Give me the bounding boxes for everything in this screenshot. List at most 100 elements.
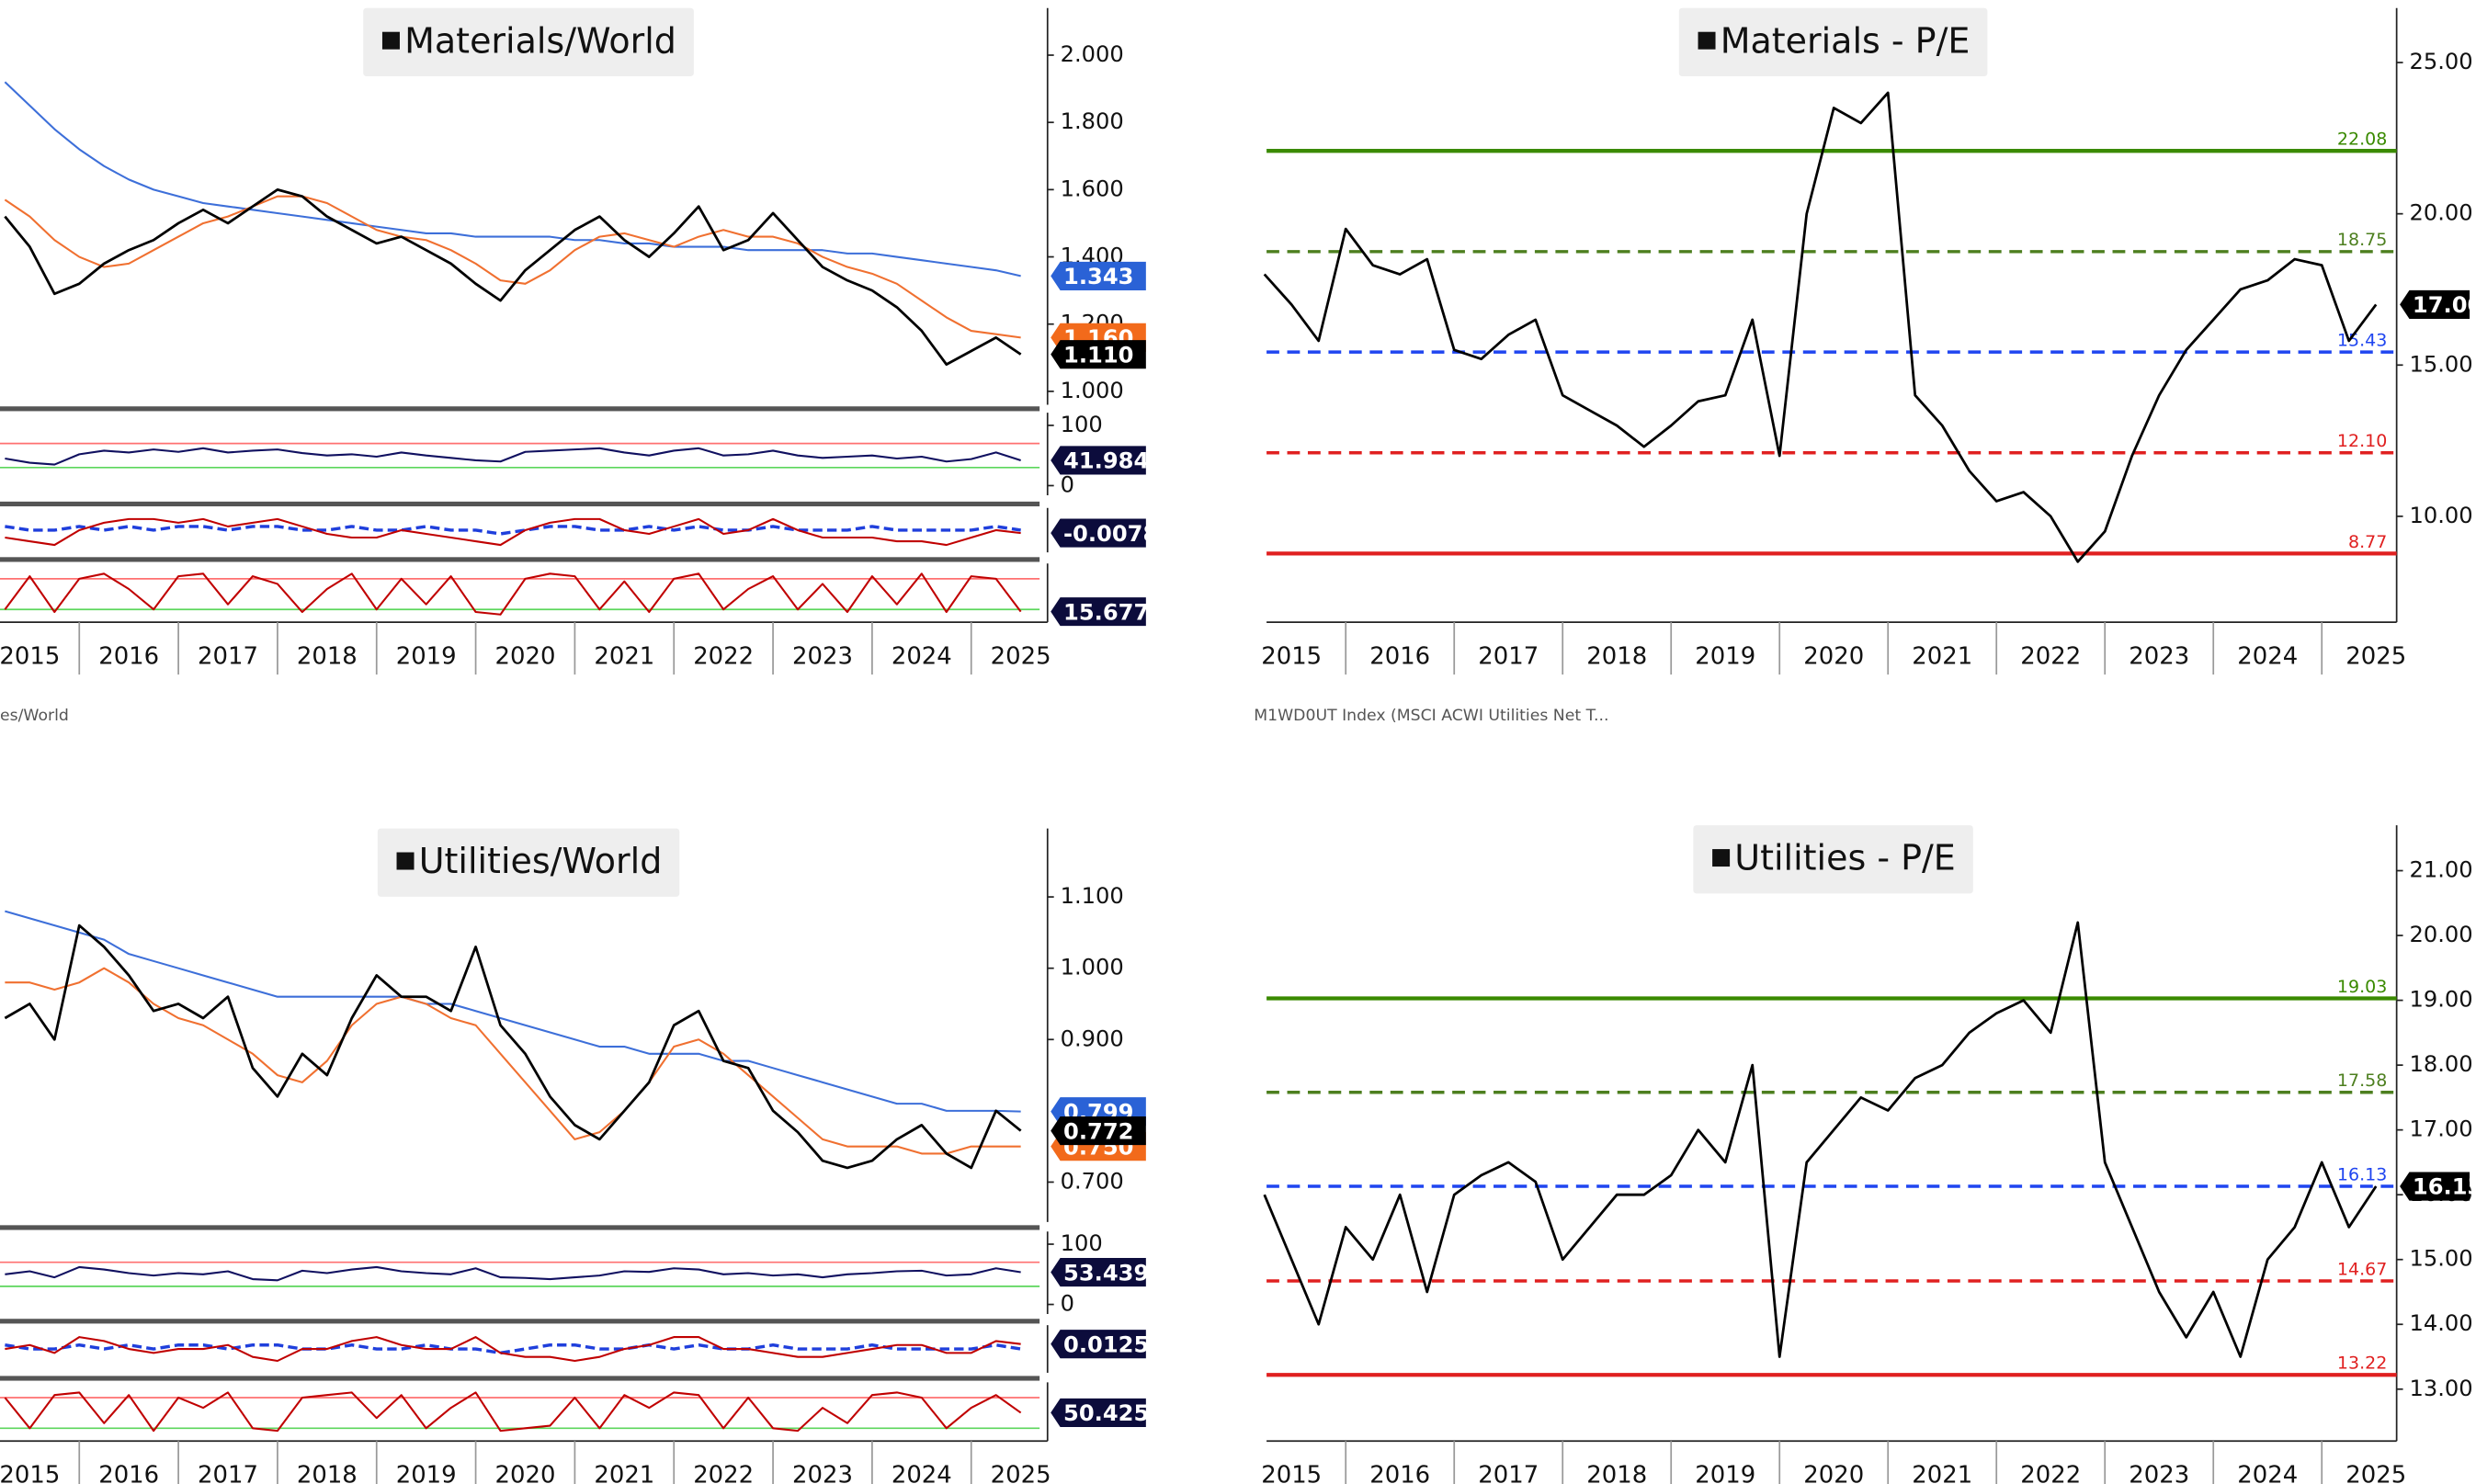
- chart-title: Utilities/World: [419, 841, 663, 881]
- x-tick-label: 2018: [297, 1462, 358, 1484]
- panel-separator: [0, 1225, 1040, 1230]
- x-tick-label: 2023: [792, 1462, 853, 1484]
- x-tick-label: 2020: [495, 1462, 556, 1484]
- y-tick-label: 1.000: [1061, 955, 1124, 980]
- reference-label: 8.77: [2348, 532, 2387, 552]
- chart-title: Materials/World: [404, 20, 676, 61]
- panel-separator: [0, 1376, 1040, 1381]
- x-tick-label: 2020: [1803, 643, 1864, 671]
- series-line: [5, 967, 1021, 1155]
- x-tick-label: 2022: [693, 1462, 754, 1484]
- value-badge: [1051, 518, 1146, 548]
- series-line: [5, 1265, 1021, 1282]
- x-tick-label: 2015: [1261, 643, 1322, 671]
- x-tick-label: 2021: [594, 643, 654, 671]
- x-tick-label: 2025: [2345, 643, 2406, 671]
- x-tick-label: 2016: [98, 1462, 159, 1484]
- x-tick-label: 2022: [2020, 643, 2081, 671]
- x-tick-label: 2021: [1912, 643, 1972, 671]
- x-tick-label: 2019: [1695, 1462, 1755, 1484]
- y-tick-label: 19.00: [2409, 987, 2472, 1013]
- chart-title: Materials - P/E: [1721, 20, 1971, 61]
- x-tick-label: 2017: [1478, 1462, 1539, 1484]
- reference-label: 12.10: [2337, 431, 2387, 451]
- panel-separator: [0, 557, 1040, 562]
- panel-separator: [0, 1319, 1040, 1324]
- title-box: [1693, 825, 1973, 894]
- x-tick-label: 2017: [198, 1462, 258, 1484]
- y-tick-label: 1.100: [1061, 883, 1124, 909]
- series-line: [4, 923, 1022, 1170]
- series-line: [4, 195, 1021, 339]
- y-tick-label: 0: [1061, 471, 1074, 497]
- reference-label: 13.22: [2337, 1354, 2387, 1374]
- x-tick-label: 2016: [98, 643, 159, 671]
- value-badge: [1051, 1257, 1146, 1287]
- x-tick-label: 2024: [892, 643, 952, 671]
- value-badge-label: -0.0078: [1063, 521, 1158, 547]
- reference-label: 17.58: [2337, 1071, 2387, 1091]
- x-tick-label: 2015: [0, 643, 60, 671]
- x-tick-label: 2018: [1586, 643, 1647, 671]
- x-tick-label: 2025: [2345, 1462, 2406, 1484]
- x-tick-label: 2023: [2129, 1462, 2189, 1484]
- y-tick-label: 10.00: [2409, 503, 2472, 528]
- x-tick-label: 2021: [594, 1462, 654, 1484]
- series-line: [5, 517, 1021, 547]
- x-tick-label: 2022: [693, 643, 754, 671]
- series-line: [1263, 91, 2378, 563]
- x-tick-label: 2017: [198, 643, 258, 671]
- value-badge-label: 17.00: [2413, 292, 2476, 318]
- series-line: [4, 572, 1022, 616]
- series-line: [5, 525, 1021, 536]
- x-tick-label: 2019: [396, 643, 457, 671]
- series-line: [5, 910, 1021, 1113]
- x-tick-label: 2023: [2129, 643, 2189, 671]
- title-box: [363, 7, 694, 77]
- caption: es/World: [0, 707, 69, 725]
- y-tick-label: 21.00: [2409, 857, 2472, 883]
- value-badge: [1051, 261, 1146, 290]
- series-line: [4, 187, 1022, 367]
- reference-label: 18.75: [2337, 230, 2387, 250]
- y-tick-label: 1.600: [1061, 176, 1124, 201]
- legend-marker: [1712, 849, 1731, 867]
- y-tick-label: 15.00: [2409, 351, 2472, 377]
- legend-marker: [381, 31, 400, 50]
- legend-marker: [396, 852, 415, 870]
- value-badge: [2400, 1172, 2470, 1201]
- y-tick-label: 1.800: [1061, 108, 1124, 134]
- x-tick-label: 2018: [1586, 1462, 1647, 1484]
- value-badge-label: 1.343: [1063, 264, 1133, 289]
- reference-label: 15.43: [2337, 331, 2387, 351]
- x-tick-label: 2023: [792, 643, 853, 671]
- value-badge: [2400, 289, 2470, 319]
- y-tick-label: 0: [1061, 1291, 1074, 1317]
- y-tick-label: 14.00: [2409, 1310, 2472, 1336]
- y-tick-label: 13.00: [2409, 1376, 2472, 1401]
- value-badge-label: 41.9845: [1063, 448, 1164, 474]
- series-line: [4, 1391, 1022, 1433]
- value-badge-label: 0.772: [1063, 1118, 1133, 1144]
- y-tick-label: 0.700: [1061, 1168, 1124, 1194]
- x-tick-label: 2020: [495, 643, 556, 671]
- series-line: [4, 81, 1021, 278]
- value-badge-label: 15.677: [1063, 599, 1149, 625]
- y-tick-label: 2.000: [1061, 41, 1124, 67]
- chart-title: Utilities - P/E: [1734, 838, 1956, 878]
- value-badge: [1051, 597, 1146, 627]
- series-line: [5, 447, 1021, 466]
- legend-marker: [1698, 31, 1716, 50]
- value-badge: [1051, 340, 1146, 369]
- reference-label: 16.13: [2337, 1164, 2387, 1184]
- title-box: [377, 828, 680, 897]
- x-tick-label: 2018: [297, 643, 358, 671]
- caption: M1WD0UT Index (MSCI ACWI Utilities Net T…: [1254, 707, 1608, 725]
- x-tick-label: 2020: [1803, 1462, 1864, 1484]
- y-tick-label: 100: [1061, 412, 1103, 437]
- value-badge: [1051, 1398, 1146, 1427]
- value-badge: [1051, 446, 1146, 475]
- x-tick-label: 2016: [1369, 643, 1430, 671]
- x-tick-label: 2024: [2237, 1462, 2298, 1484]
- x-tick-label: 2024: [2237, 643, 2298, 671]
